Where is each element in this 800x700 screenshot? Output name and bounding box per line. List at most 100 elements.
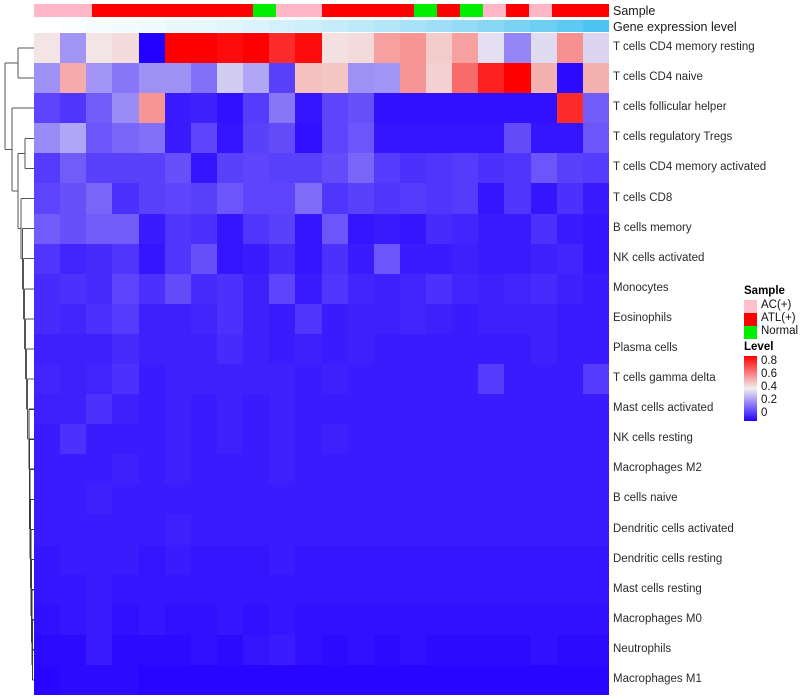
heatmap-cell bbox=[321, 303, 348, 334]
heatmap-cell bbox=[295, 664, 322, 695]
heatmap-cell bbox=[34, 123, 61, 154]
heatmap-cell bbox=[164, 454, 191, 485]
heatmap-cell bbox=[243, 123, 270, 154]
heatmap-cell bbox=[243, 574, 270, 605]
heatmap-cell bbox=[347, 93, 374, 124]
heatmap-cell bbox=[216, 93, 244, 124]
sample-annotation-label: Sample bbox=[613, 4, 656, 18]
heatmap-cell bbox=[426, 574, 453, 605]
heatmap-cell bbox=[504, 33, 531, 64]
sample-legend-item: AC(+) bbox=[744, 299, 798, 313]
heatmap-cell bbox=[216, 123, 244, 154]
heatmap-cell bbox=[190, 424, 217, 455]
gene-expression-segment bbox=[60, 20, 87, 32]
heatmap-cell bbox=[347, 484, 374, 515]
heatmap-cell bbox=[504, 273, 531, 304]
heatmap-cell bbox=[269, 123, 296, 154]
legend-label: ATL(+) bbox=[761, 312, 796, 325]
gene-expression-segment bbox=[295, 20, 322, 32]
heatmap-cell bbox=[60, 394, 87, 425]
heatmap-cell bbox=[86, 424, 113, 455]
heatmap-cell bbox=[582, 123, 609, 154]
heatmap-cell bbox=[426, 123, 453, 154]
heatmap-cell bbox=[295, 33, 322, 64]
heatmap-cell bbox=[295, 273, 322, 304]
heatmap-cell bbox=[112, 63, 139, 94]
heatmap-cell bbox=[86, 33, 113, 64]
sample-legend-item: Normal bbox=[744, 325, 798, 339]
heatmap-cell bbox=[530, 424, 557, 455]
heatmap-cell bbox=[399, 183, 427, 214]
heatmap-cell bbox=[347, 424, 374, 455]
heatmap-cell bbox=[426, 544, 453, 575]
heatmap-cell bbox=[243, 183, 270, 214]
heatmap-cell bbox=[321, 634, 348, 665]
heatmap-cell bbox=[216, 514, 244, 545]
heatmap-cell bbox=[582, 63, 609, 94]
heatmap-cell bbox=[399, 634, 427, 665]
heatmap-cell bbox=[138, 303, 165, 334]
heatmap-cell bbox=[86, 484, 113, 515]
heatmap-cell bbox=[452, 333, 479, 364]
heatmap-cell bbox=[504, 454, 531, 485]
heatmap-cell bbox=[426, 33, 453, 64]
heatmap-cell bbox=[295, 243, 322, 274]
heatmap-cell bbox=[34, 243, 61, 274]
heatmap-cell bbox=[426, 484, 453, 515]
heatmap-cell bbox=[269, 93, 296, 124]
heatmap-cell bbox=[530, 454, 557, 485]
heatmap-cell bbox=[34, 333, 61, 364]
heatmap-cell bbox=[556, 454, 583, 485]
heatmap-cell bbox=[347, 364, 374, 395]
heatmap-cell bbox=[321, 63, 348, 94]
heatmap-cell bbox=[530, 604, 557, 635]
heatmap-cell bbox=[112, 574, 139, 605]
heatmap-cell bbox=[295, 93, 322, 124]
heatmap-cell bbox=[34, 394, 61, 425]
heatmap-cell bbox=[60, 213, 87, 244]
heatmap-cell bbox=[112, 243, 139, 274]
heatmap-cell bbox=[373, 153, 400, 184]
heatmap-cell bbox=[347, 514, 374, 545]
sample-legend: Sample AC(+) ATL(+) Normal bbox=[744, 285, 798, 339]
heatmap-cell bbox=[243, 364, 270, 395]
heatmap-cell bbox=[190, 273, 217, 304]
heatmap-cell bbox=[373, 63, 400, 94]
heatmap-cell bbox=[504, 303, 531, 334]
heatmap-cell bbox=[269, 394, 296, 425]
heatmap-cell bbox=[582, 484, 609, 515]
row-label: Eosinophils bbox=[613, 311, 672, 324]
heatmap-cell bbox=[138, 574, 165, 605]
heatmap-cell bbox=[504, 333, 531, 364]
heatmap-cell bbox=[60, 33, 87, 64]
heatmap-cell bbox=[582, 574, 609, 605]
heatmap-cell bbox=[216, 544, 244, 575]
heatmap-cell bbox=[426, 93, 453, 124]
gene-expression-segment bbox=[86, 20, 113, 32]
heatmap-cell bbox=[295, 604, 322, 635]
heatmap-cell bbox=[269, 153, 296, 184]
heatmap-cell bbox=[347, 454, 374, 485]
heatmap-cell bbox=[138, 273, 165, 304]
heatmap-cell bbox=[556, 484, 583, 515]
heatmap-cell bbox=[112, 424, 139, 455]
heatmap-cell bbox=[399, 514, 427, 545]
heatmap-cell bbox=[190, 213, 217, 244]
heatmap-cell bbox=[86, 634, 113, 665]
heatmap-cell bbox=[530, 273, 557, 304]
heatmap-cell bbox=[60, 634, 87, 665]
row-label: B cells naive bbox=[613, 492, 678, 505]
heatmap-cell bbox=[295, 63, 322, 94]
heatmap-cell bbox=[582, 183, 609, 214]
heatmap-cell bbox=[269, 484, 296, 515]
heatmap-cell bbox=[243, 33, 270, 64]
gene-expression-segment bbox=[138, 20, 165, 32]
heatmap-cell bbox=[347, 544, 374, 575]
row-label: Macrophages M1 bbox=[613, 672, 702, 685]
heatmap-cell bbox=[34, 604, 61, 635]
heatmap-cell bbox=[112, 123, 139, 154]
heatmap-cell bbox=[190, 63, 217, 94]
heatmap-cell bbox=[373, 364, 400, 395]
heatmap-cell bbox=[243, 514, 270, 545]
row-label: Monocytes bbox=[613, 281, 669, 294]
